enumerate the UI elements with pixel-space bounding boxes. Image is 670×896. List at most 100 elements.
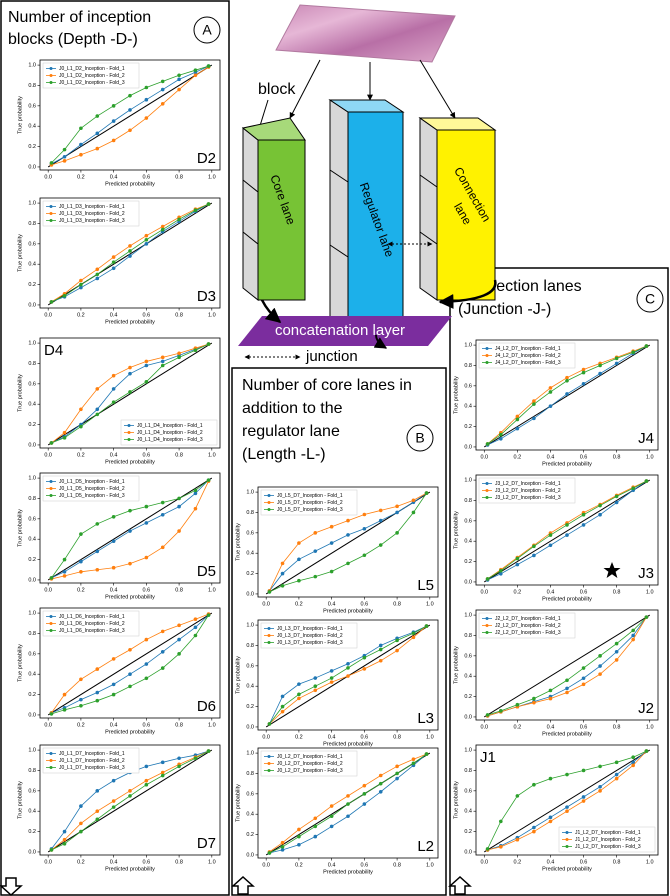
y-tick-label: 0.8 [246,643,254,649]
data-point [79,283,83,287]
y-axis-label: True probability [235,784,241,822]
data-point [79,822,83,826]
y-axis-label: True probability [17,509,23,547]
legend-label: J0_L2_D7_Inception - Fold_2 [277,761,343,767]
data-point [128,685,132,689]
y-tick-label: 0.6 [28,103,36,109]
y-axis-label: True probability [17,96,23,134]
x-tick-label: 0.6 [580,454,588,460]
data-point [50,712,54,716]
data-point [549,533,553,537]
data-point [50,300,54,304]
data-point [379,774,383,778]
data-point [63,159,67,163]
data-point [330,814,334,818]
data-point [532,417,536,421]
x-tick-label: 0.4 [110,587,118,593]
data-point [363,667,367,671]
y-tick-label: 1.0 [246,751,254,757]
data-point [79,804,83,808]
y-tick-label: 0.2 [246,704,254,710]
data-point [598,654,602,658]
y-axis-label: True probability [17,644,23,682]
legend-marker [566,838,569,841]
data-point [313,549,317,553]
data-point [161,80,165,84]
data-point [79,532,83,536]
data-point [486,847,490,851]
x-tick-label: 0.2 [514,859,522,865]
data-point [565,809,569,813]
y-tick-label: 0.6 [464,518,472,524]
data-point [194,489,198,493]
x-tick-label: 0.4 [547,589,555,595]
x-tick-label: 0.2 [295,601,303,607]
data-point [297,682,301,686]
data-point [177,638,181,642]
data-point [95,413,99,417]
legend-marker [50,480,53,483]
legend-label: J4_L2_D7_Inception - Fold_2 [495,353,561,359]
data-point [161,513,165,517]
panel-label: J1 [480,749,496,766]
legend-label: J0_L1_D3_Inception - Fold_1 [59,204,125,210]
legend-marker [50,629,53,632]
data-point [598,364,602,368]
data-point [549,689,553,693]
y-tick-label: 0.4 [28,262,36,268]
x-tick-label: 0.0 [480,859,488,865]
x-tick-label: 0.4 [547,454,555,460]
data-point [565,678,569,682]
panel-label: L5 [417,577,434,594]
data-point [207,342,211,346]
x-axis-label: Predicted probability [105,729,155,735]
data-point [50,576,54,580]
y-tick-label: 0.0 [28,442,36,448]
y-tick-label: 0.8 [246,510,254,516]
legend-label: J0_L3_D7_Inception - Fold_3 [277,640,343,646]
x-tick-label: 0.8 [613,859,621,865]
data-point [145,521,149,525]
data-point [379,648,383,652]
x-tick-label: 0.6 [580,724,588,730]
data-point [598,664,602,668]
x-tick-label: 0.0 [44,722,52,728]
y-tick-label: 0.0 [246,852,254,858]
y-tick-label: 0.0 [28,302,36,308]
data-point [582,799,586,803]
data-point [516,557,520,561]
data-point [79,560,83,564]
data-point [63,708,67,712]
x-axis-label: Predicted probability [323,869,373,875]
data-point [313,684,317,688]
data-point [79,425,83,429]
legend-marker [566,845,569,848]
y-axis-label: True probability [453,511,459,549]
panel-label: D2 [197,150,216,167]
x-tick-label: 0.8 [175,312,183,318]
data-point [313,688,317,692]
data-point [281,584,285,588]
data-point [128,372,132,376]
data-point [112,374,116,378]
data-point [499,433,503,437]
data-point [50,441,54,445]
y-tick-label: 0.2 [464,559,472,565]
x-tick-label: 0.6 [580,589,588,595]
data-point [145,116,149,120]
data-point [112,683,116,687]
y-tick-label: 0.2 [464,694,472,700]
data-point [615,777,619,781]
x-tick-label: 0.2 [295,862,303,868]
data-point [145,364,149,368]
data-point [565,379,569,383]
data-point [112,539,116,543]
panel-title: Number of inception [8,9,151,26]
y-tick-label: 0.2 [28,282,36,288]
legend-marker [566,831,569,834]
y-tick-label: 0.0 [246,591,254,597]
data-point [281,710,285,714]
data-point [112,805,116,809]
hollow-arrow [1,878,21,895]
legend-label: J0_L1_D6_Inception - Fold_1 [59,614,125,620]
